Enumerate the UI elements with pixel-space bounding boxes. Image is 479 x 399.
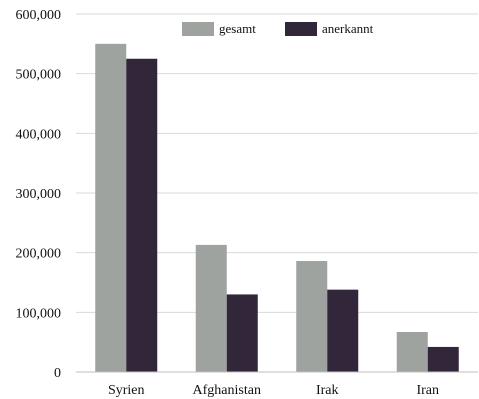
bar-gesamt bbox=[95, 43, 127, 372]
legend-label-anerkannt: anerkannt bbox=[322, 21, 374, 36]
legend-swatch-gesamt bbox=[182, 22, 214, 36]
x-tick-label: Afghanistan bbox=[193, 383, 261, 398]
x-tick-label: Syrien bbox=[108, 383, 145, 398]
bar-anerkannt bbox=[427, 346, 459, 372]
bars bbox=[95, 43, 459, 372]
legend: gesamt anerkannt bbox=[182, 21, 374, 36]
y-tick-label: 200,000 bbox=[16, 247, 62, 262]
y-tick-label: 0 bbox=[54, 366, 61, 381]
y-tick-label: 400,000 bbox=[16, 127, 62, 142]
axes: 0 100,000 200,000 300,000 400,000 500,000 600,… bbox=[16, 8, 478, 398]
x-tick-label: Irak bbox=[316, 383, 339, 398]
y-tick-label: 600,000 bbox=[16, 8, 62, 23]
y-tick-label: 500,000 bbox=[16, 68, 62, 83]
bar-gesamt bbox=[396, 332, 428, 372]
legend-label-gesamt: gesamt bbox=[219, 21, 256, 36]
bar-anerkannt bbox=[226, 294, 258, 372]
bar-gesamt bbox=[195, 244, 227, 372]
bar-anerkannt bbox=[126, 58, 158, 372]
bar-gesamt bbox=[296, 261, 328, 372]
y-tick-label: 100,000 bbox=[16, 306, 62, 321]
x-tick-label: Iran bbox=[416, 383, 439, 398]
y-tick-label: 300,000 bbox=[16, 187, 62, 202]
legend-swatch-anerkannt bbox=[285, 22, 317, 36]
bar-anerkannt bbox=[327, 289, 359, 372]
